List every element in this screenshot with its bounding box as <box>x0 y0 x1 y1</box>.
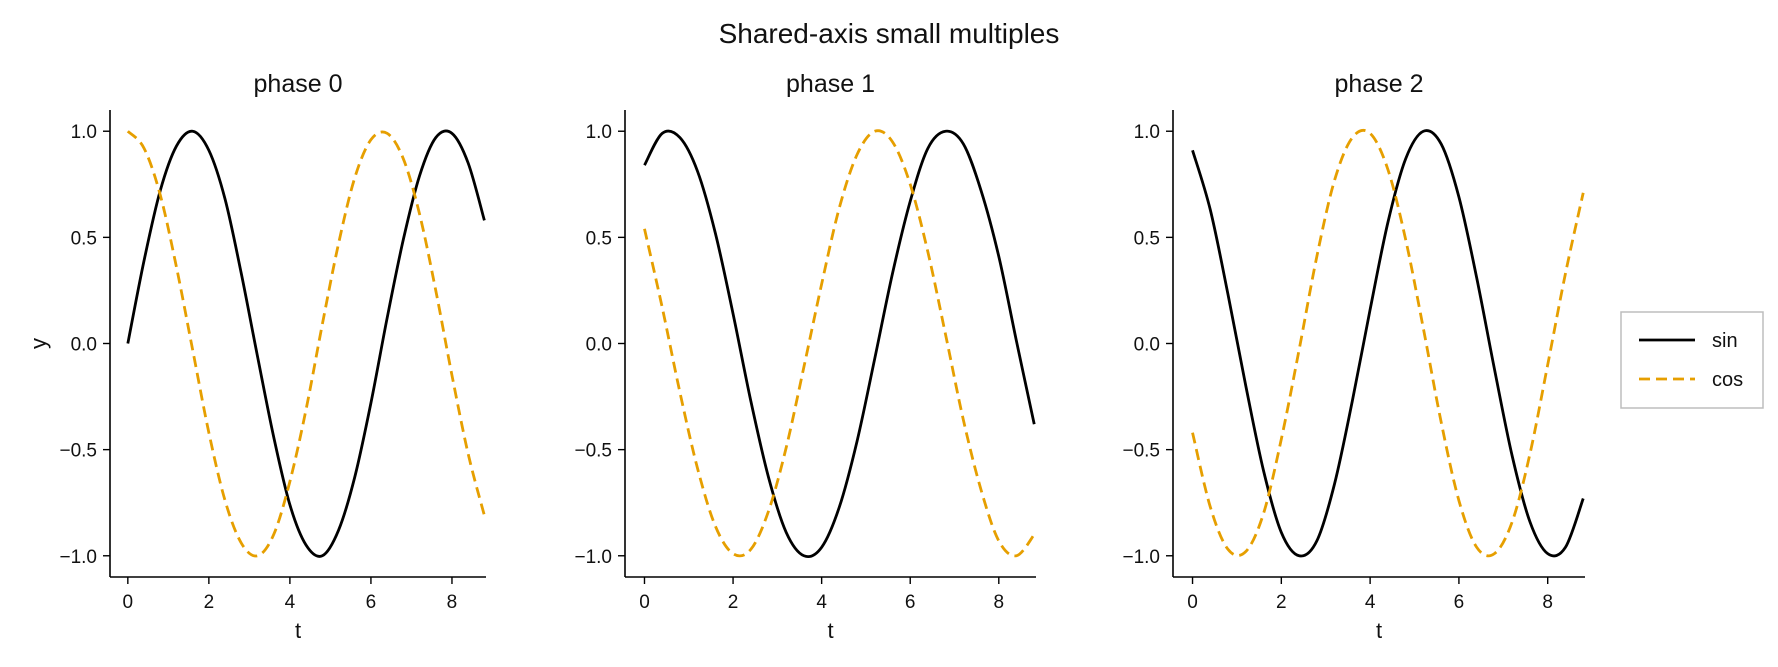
y-tick-label: −1.0 <box>59 547 97 568</box>
y-tick-label: −1.0 <box>574 547 612 568</box>
x-tick-label: 2 <box>204 592 215 613</box>
x-tick-label: 4 <box>1365 592 1376 613</box>
panel-title: phase 2 <box>1335 70 1424 98</box>
y-tick-label: −0.5 <box>574 441 612 462</box>
y-tick-label: −0.5 <box>59 441 97 462</box>
y-tick-label: 1.0 <box>71 122 97 143</box>
x-tick-label: 2 <box>1276 592 1287 613</box>
y-tick-label: 1.0 <box>586 122 612 143</box>
series-line-cos <box>126 130 486 558</box>
x-tick-label: 6 <box>905 592 916 613</box>
x-axis-label: t <box>827 618 833 643</box>
x-tick-label: 0 <box>639 592 650 613</box>
x-tick-label: 2 <box>728 592 739 613</box>
legend-label-cos: cos <box>1712 369 1743 391</box>
panel-title: phase 1 <box>786 70 875 98</box>
x-tick-label: 4 <box>816 592 827 613</box>
x-tick-label: 8 <box>994 592 1005 613</box>
y-tick-label: 0.0 <box>71 335 97 356</box>
legend: sin cos <box>1620 311 1764 409</box>
y-tick-label: 0.5 <box>71 228 97 249</box>
y-tick-label: 0.0 <box>1134 335 1160 356</box>
series-line-sin <box>1191 129 1585 558</box>
x-tick-label: 8 <box>447 592 458 613</box>
panel-0: phase 0 0 2 4 6 8 1.0 0.5 0.0 −0.5 −1.0 t y <box>26 70 486 643</box>
y-tick-label: 1.0 <box>1134 122 1160 143</box>
panel-1: phase 1 0 2 4 6 8 1.0 0.5 0.0 −0.5 −1.0 t <box>574 70 1036 643</box>
y-tick-label: −1.0 <box>1122 547 1160 568</box>
x-tick-label: 4 <box>285 592 296 613</box>
x-axis-label: t <box>1376 618 1382 643</box>
x-tick-label: 0 <box>1187 592 1198 613</box>
legend-label-sin: sin <box>1712 330 1738 352</box>
y-axis-label: y <box>26 338 51 349</box>
x-tick-label: 6 <box>366 592 377 613</box>
x-tick-label: 6 <box>1454 592 1465 613</box>
series-line-sin <box>643 129 1036 559</box>
figure-title: Shared-axis small multiples <box>719 18 1060 49</box>
series-line-cos <box>1191 128 1585 558</box>
x-axis-label: t <box>295 618 301 643</box>
y-tick-label: 0.5 <box>1134 228 1160 249</box>
x-tick-label: 0 <box>123 592 134 613</box>
y-tick-label: −0.5 <box>1122 441 1160 462</box>
series-line-cos <box>643 129 1036 558</box>
y-tick-label: 0.5 <box>586 228 612 249</box>
panel-2: phase 2 0 2 4 6 8 1.0 0.5 0.0 −0.5 −1.0 t <box>1122 70 1585 643</box>
legend-frame <box>1620 311 1764 409</box>
series-line-sin <box>126 129 486 558</box>
x-tick-label: 8 <box>1542 592 1553 613</box>
panels: phase 0 0 2 4 6 8 1.0 0.5 0.0 −0.5 −1.0 t y phase 1 0 2… <box>26 70 1585 643</box>
panel-title: phase 0 <box>254 70 343 98</box>
y-tick-label: 0.0 <box>586 335 612 356</box>
